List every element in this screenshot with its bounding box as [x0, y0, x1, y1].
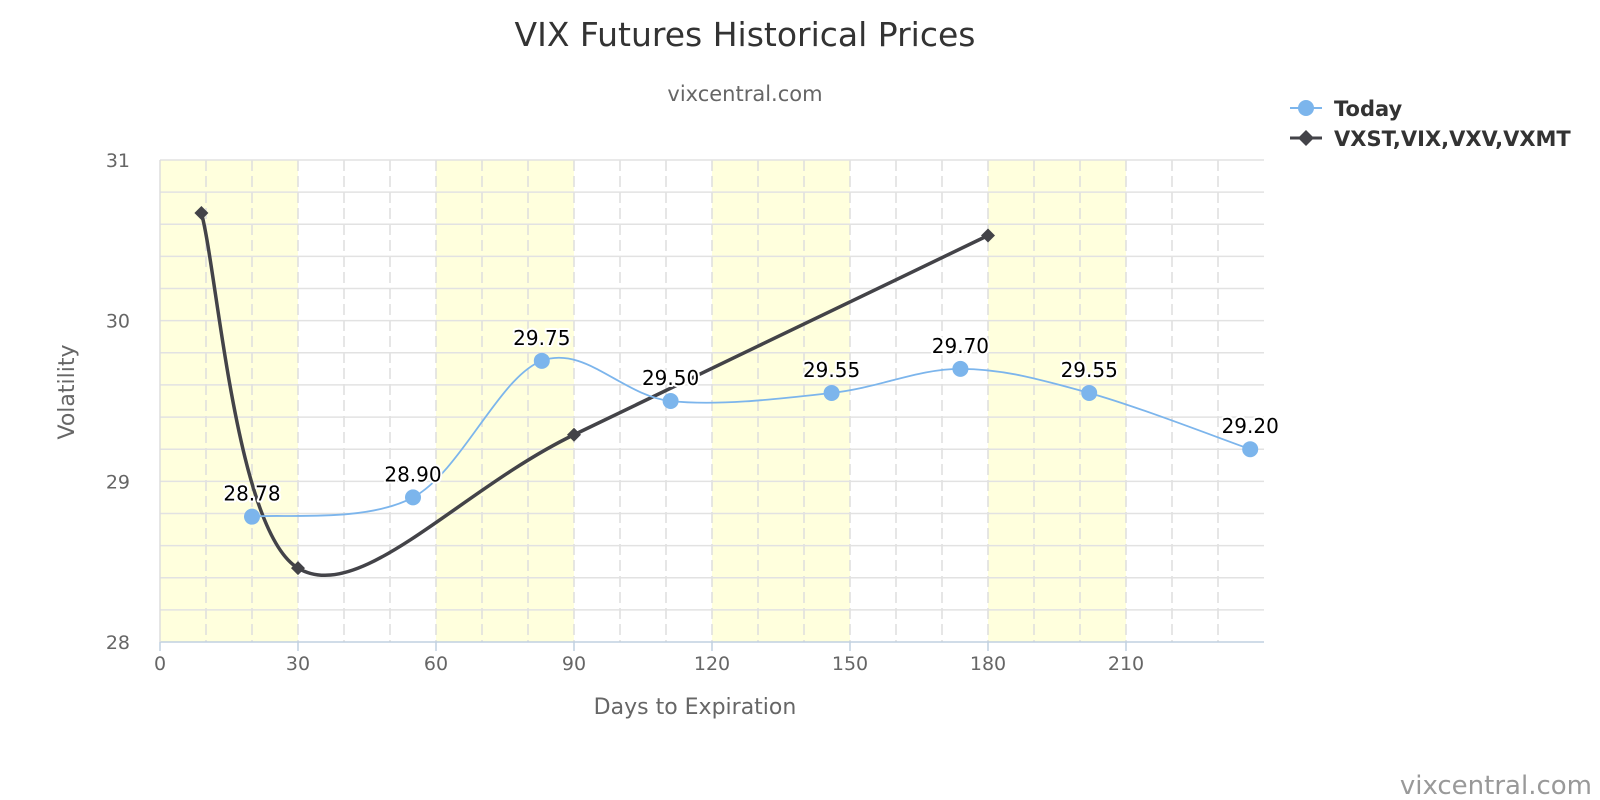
x-tick-label: 120 — [694, 653, 730, 675]
legend-label: VXST,VIX,VXV,VXMT — [1334, 127, 1571, 151]
chart-title: VIX Futures Historical Prices — [515, 15, 976, 54]
data-point[interactable] — [823, 384, 840, 401]
shaded-band — [160, 160, 298, 642]
y-axis-title: Volatility — [55, 344, 80, 439]
legend: Today VXST,VIX,VXV,VXMT — [1290, 97, 1571, 151]
data-labels: 28.78 28.90 29.75 29.50 29.55 29.70 29.55 29.20 — [221, 324, 1280, 508]
data-point[interactable] — [952, 360, 969, 377]
series-today — [244, 352, 1259, 525]
y-tick-label: 31 — [106, 150, 130, 172]
x-tick-label: 180 — [970, 653, 1006, 675]
data-point[interactable] — [1081, 384, 1098, 401]
data-label: 29.55 — [803, 358, 860, 382]
x-tick-label: 90 — [562, 653, 586, 675]
x-tick-label: 210 — [1108, 653, 1144, 675]
data-label: 29.55 — [1061, 358, 1118, 382]
data-label: 29.20 — [1222, 414, 1279, 438]
chart-subtitle: vixcentral.com — [667, 82, 822, 106]
y-tick-label: 30 — [106, 311, 130, 333]
data-point[interactable] — [567, 427, 581, 442]
data-label: 28.90 — [384, 462, 441, 486]
data-label: 29.70 — [932, 334, 989, 358]
x-tick-label: 30 — [286, 653, 310, 675]
y-tick-label: 28 — [106, 632, 130, 654]
x-tick-label: 150 — [832, 653, 868, 675]
legend-diamond-marker — [1298, 130, 1314, 146]
credit-text[interactable]: vixcentral.com — [1400, 771, 1592, 800]
data-point[interactable] — [194, 206, 209, 221]
legend-item-vxst-vix-vxv-vxmt[interactable]: VXST,VIX,VXV,VXMT — [1290, 127, 1571, 151]
data-label: 29.50 — [642, 366, 699, 390]
x-axis-title: Days to Expiration — [594, 695, 797, 720]
data-point[interactable] — [291, 561, 305, 576]
data-point[interactable] — [1242, 441, 1259, 458]
series-layer — [194, 206, 1259, 577]
series-line — [199, 212, 989, 577]
shaded-band — [712, 160, 850, 642]
legend-circle-marker — [1298, 100, 1314, 116]
data-point[interactable] — [405, 489, 421, 506]
data-point[interactable] — [981, 228, 995, 243]
legend-item-today[interactable]: Today — [1290, 97, 1403, 121]
x-tick-label: 60 — [424, 653, 448, 675]
x-tick-label: 0 — [154, 653, 166, 675]
data-point[interactable] — [662, 393, 679, 409]
plot-bands — [160, 160, 1126, 642]
shaded-band — [988, 160, 1126, 642]
series-line — [251, 356, 1251, 518]
series-vxst-vix-vxv-vxmt — [194, 206, 995, 577]
y-tick-label: 29 — [106, 471, 130, 493]
data-label: 28.78 — [223, 482, 280, 506]
shaded-band — [436, 160, 574, 642]
data-label: 29.75 — [513, 326, 570, 350]
data-point[interactable] — [533, 352, 550, 369]
axes: 0 30 60 90 120 150 180 210 28 29 30 31 — [106, 150, 1264, 675]
data-point[interactable] — [244, 508, 260, 525]
legend-label: Today — [1334, 97, 1403, 121]
